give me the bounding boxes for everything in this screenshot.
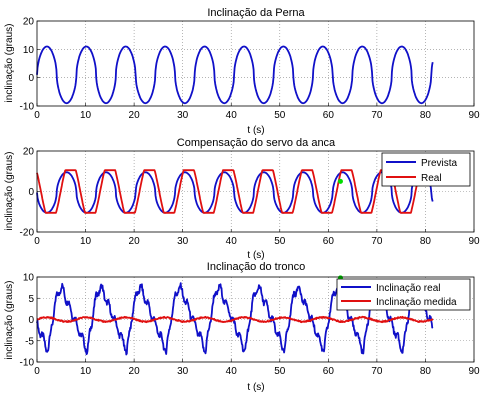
x-tick-label: 70: [371, 110, 383, 121]
x-tick-label: 80: [420, 366, 432, 377]
x-tick-label: 40: [226, 366, 238, 377]
x-tick-label: 50: [274, 110, 286, 121]
x-tick-label: 50: [274, 366, 286, 377]
legend-label-real: Real: [421, 173, 442, 184]
series-group: [36, 45, 434, 105]
x-tick-label: 80: [420, 110, 432, 121]
y-tick-label: -10: [20, 102, 35, 113]
y-tick-label: -10: [20, 358, 35, 369]
y-tick-label: -20: [20, 228, 35, 239]
x-tick-label: 20: [129, 366, 141, 377]
tick-labels: 0 10 20 30 40 50 60 70 80 90 -10 -5 0 5 10: [20, 273, 480, 378]
y-tick-label: 0: [28, 187, 34, 198]
x-tick-label: 10: [80, 236, 92, 247]
grid: [36, 20, 475, 107]
series-line-real: [36, 169, 434, 214]
x-tick-label: 30: [177, 366, 189, 377]
y-axis-label: inclinação (graus): [4, 152, 15, 231]
x-tick-label: 10: [80, 110, 92, 121]
x-tick-label: 0: [34, 110, 40, 121]
x-tick-label: 60: [323, 236, 335, 247]
x-tick-label: 90: [468, 236, 480, 247]
x-tick-label: 0: [34, 366, 40, 377]
y-tick-label: 10: [23, 45, 35, 56]
x-tick-label: 40: [226, 110, 238, 121]
legend-label-prevista: Prevista: [421, 158, 458, 169]
x-tick-label: 0: [34, 236, 40, 247]
panel-inclinacao-tronco: Inclinação do tronco inclinação (graus) …: [4, 261, 480, 393]
legend-label-inclinacao-medida: Inclinação medida: [376, 297, 457, 308]
legend-box: [336, 278, 471, 311]
x-axis-label: t (s): [247, 125, 264, 136]
y-tick-label: 10: [23, 273, 35, 284]
panel-inclinacao-perna: Inclinação da Perna inclinação (graus) t…: [4, 7, 480, 136]
series-line-inclina-o-medida: [36, 315, 434, 324]
x-tick-label: 80: [420, 236, 432, 247]
x-tick-label: 30: [177, 236, 189, 247]
y-tick-label: 5: [28, 294, 34, 305]
x-axis-label: t (s): [247, 250, 264, 261]
y-tick-label: 0: [28, 73, 34, 84]
y-tick-label: 0: [28, 315, 34, 326]
x-tick-label: 40: [226, 236, 238, 247]
y-tick-label: -5: [25, 336, 34, 347]
x-tick-label: 30: [177, 110, 189, 121]
plot-frame: [36, 276, 475, 363]
panel-compensacao-servo: Compensação do servo da anca inclinação …: [4, 137, 480, 261]
x-tick-label: 50: [274, 236, 286, 247]
x-axis-label: t (s): [247, 382, 264, 393]
chart-title: Compensação do servo da anca: [177, 137, 336, 149]
y-axis-label: inclinação (graus): [4, 24, 15, 103]
chart-title: Inclinação da Perna: [207, 7, 305, 19]
legend: Inclinação real Inclinação medida: [336, 278, 471, 311]
x-tick-label: 70: [371, 366, 383, 377]
y-tick-label: 20: [23, 17, 35, 28]
legend-box: [381, 152, 471, 187]
series-line-line-0: [36, 45, 434, 105]
y-axis-label: inclinação (graus): [4, 281, 15, 360]
x-tick-label: 70: [371, 236, 383, 247]
x-tick-label: 20: [129, 110, 141, 121]
x-tick-label: 60: [323, 366, 335, 377]
y-tick-label: 20: [23, 147, 35, 158]
x-tick-label: 60: [323, 110, 335, 121]
chart-title: Inclinação do tronco: [207, 261, 305, 273]
x-tick-label: 10: [80, 366, 92, 377]
data-marker: [337, 178, 343, 184]
series-group: [36, 169, 434, 214]
x-tick-label: 90: [468, 366, 480, 377]
x-tick-label: 20: [129, 236, 141, 247]
series-line-inclina-o-real: [36, 282, 434, 356]
x-tick-label: 90: [468, 110, 480, 121]
legend-label-inclinacao-real: Inclinação real: [376, 283, 440, 294]
legend: Prevista Real: [381, 152, 471, 187]
plot-frame: [36, 150, 475, 233]
plot-frame: [36, 20, 475, 107]
